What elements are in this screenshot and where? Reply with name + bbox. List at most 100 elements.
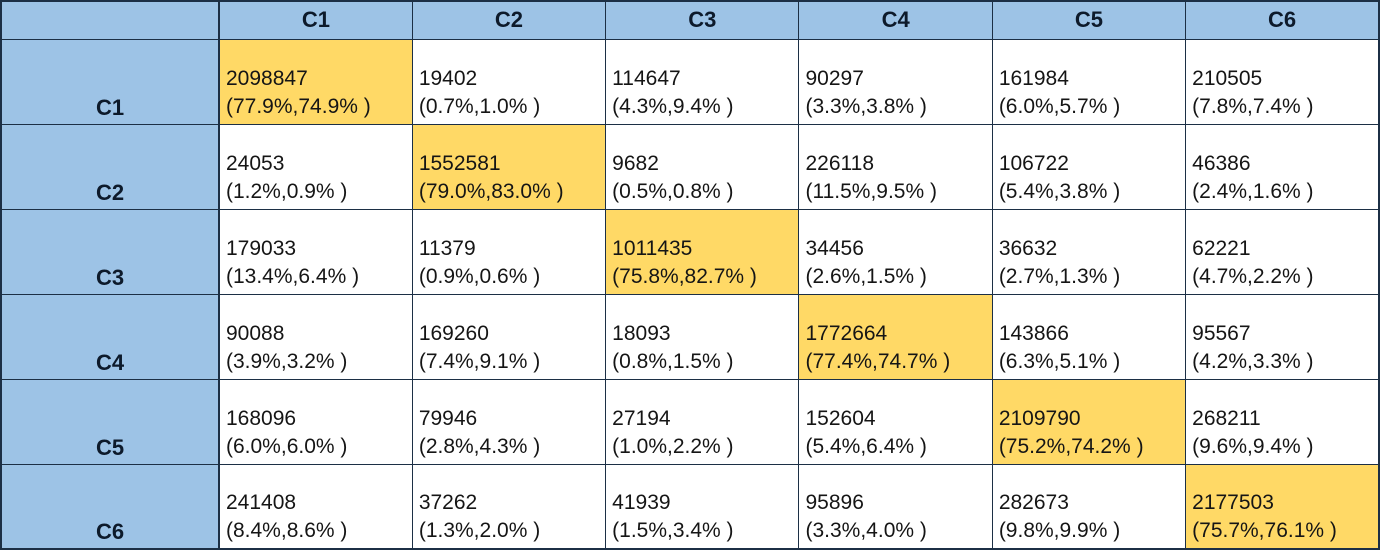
- cell-c4-c2: 169260 (7.4%,9.1% ): [411, 293, 607, 380]
- cell-percentages: (0.5%,0.8% ): [612, 179, 734, 203]
- cell-count: 19402: [418, 66, 478, 90]
- col-header-c5: C5: [991, 0, 1187, 40]
- table-row-c1: C1 2098847 (77.9%,74.9% ) 19402 (0.7%,1.…: [0, 38, 1380, 125]
- cell-percentages: (77.9%,74.9% ): [226, 94, 371, 118]
- cell-percentages: (2.4%,1.6% ): [1192, 179, 1314, 203]
- cell-count: 152604: [805, 406, 876, 430]
- cell-count: 95896: [805, 491, 864, 514]
- cell-percentages: (5.4%,6.4% ): [805, 434, 927, 458]
- cell-c1-c5: 161984 (6.0%,5.7% ): [991, 38, 1187, 125]
- cell-c3-c6: 62221 (4.7%,2.2% ): [1185, 208, 1380, 295]
- cell-percentages: (9.8%,9.9% ): [998, 519, 1121, 542]
- cell-percentages: (4.7%,2.2% ): [1192, 264, 1314, 288]
- cell-percentages: (0.7%,1.0% ): [418, 94, 541, 118]
- cell-count: 169260: [418, 321, 489, 345]
- cell-c5-c3: 27194 (1.0%,2.2% ): [605, 378, 800, 465]
- cell-percentages: (1.0%,2.2% ): [612, 434, 734, 458]
- cell-count: 2109790: [998, 406, 1081, 430]
- cell-percentages: (7.8%,7.4% ): [1192, 94, 1314, 118]
- table-row-c5: C5 168096 (6.0%,6.0% ) 79946 (2.8%,4.3% …: [0, 378, 1380, 465]
- cell-percentages: (0.8%,1.5% ): [612, 349, 734, 373]
- cell-count: 1552581: [418, 151, 501, 175]
- cell-c4-c4: 1772664 (77.4%,74.7% ): [798, 293, 993, 380]
- cell-c2-c5: 106722 (5.4%,3.8% ): [991, 123, 1187, 210]
- row-header-c4: C4: [0, 293, 220, 380]
- cell-c2-c6: 46386 (2.4%,1.6% ): [1185, 123, 1380, 210]
- table-row-c3: C3 179033 (13.4%,6.4% ) 11379 (0.9%,0.6%…: [0, 208, 1380, 295]
- col-header-c3: C3: [605, 0, 800, 40]
- cell-count: 241408: [226, 491, 297, 514]
- header-row: C1 C2 C3 C4 C5 C6: [0, 0, 1380, 40]
- row-header-c2: C2: [0, 123, 220, 210]
- cell-count: 2177503: [1192, 491, 1274, 514]
- cell-percentages: (79.0%,83.0% ): [418, 179, 564, 203]
- cell-count: 106722: [998, 151, 1069, 175]
- cell-count: 41939: [612, 491, 671, 514]
- cell-percentages: (6.0%,5.7% ): [998, 94, 1121, 118]
- cell-count: 268211: [1192, 406, 1261, 430]
- cell-percentages: (5.4%,3.8% ): [998, 179, 1121, 203]
- row-header-c3: C3: [0, 208, 220, 295]
- cell-c1-c2: 19402 (0.7%,1.0% ): [411, 38, 607, 125]
- cell-c5-c4: 152604 (5.4%,6.4% ): [798, 378, 993, 465]
- cell-count: 210505: [1192, 66, 1263, 90]
- row-header-c6: C6: [0, 463, 220, 550]
- cell-percentages: (6.3%,5.1% ): [998, 349, 1121, 373]
- cell-percentages: (75.7%,76.1% ): [1192, 519, 1337, 542]
- cell-count: 34456: [805, 236, 864, 260]
- cell-count: 62221: [1192, 236, 1251, 260]
- cell-c2-c4: 226118 (11.5%,9.5% ): [798, 123, 993, 210]
- cell-c2-c1: 24053 (1.2%,0.9% ): [218, 123, 413, 210]
- cell-c1-c3: 114647 (4.3%,9.4% ): [605, 38, 800, 125]
- cell-c4-c5: 143866 (6.3%,5.1% ): [991, 293, 1187, 380]
- cell-count: 95567: [1192, 321, 1251, 345]
- table-row-c6: C6 241408 (8.4%,8.6% ) 37262 (1.3%,2.0% …: [0, 463, 1380, 550]
- cell-c3-c3: 1011435 (75.8%,82.7% ): [605, 208, 800, 295]
- col-header-c2: C2: [411, 0, 607, 40]
- cell-c6-c6: 2177503 (75.7%,76.1% ): [1185, 463, 1380, 550]
- cell-c5-c2: 79946 (2.8%,4.3% ): [411, 378, 607, 465]
- cell-c6-c2: 37262 (1.3%,2.0% ): [411, 463, 607, 550]
- row-header-c1: C1: [0, 38, 220, 125]
- cell-count: 18093: [612, 321, 671, 345]
- cell-c5-c6: 268211 (9.6%,9.4% ): [1185, 378, 1380, 465]
- cell-c2-c2: 1552581 (79.0%,83.0% ): [411, 123, 607, 210]
- cell-count: 36632: [998, 236, 1058, 260]
- cell-c1-c4: 90297 (3.3%,3.8% ): [798, 38, 993, 125]
- cell-percentages: (3.9%,3.2% ): [226, 349, 348, 373]
- cell-percentages: (3.3%,3.8% ): [805, 94, 927, 118]
- cell-c1-c6: 210505 (7.8%,7.4% ): [1185, 38, 1380, 125]
- cell-c3-c5: 36632 (2.7%,1.3% ): [991, 208, 1187, 295]
- cell-count: 90088: [226, 321, 285, 345]
- cell-count: 46386: [1192, 151, 1251, 175]
- cell-count: 179033: [226, 236, 297, 260]
- cell-percentages: (13.4%,6.4% ): [226, 264, 360, 288]
- cell-percentages: (4.3%,9.4% ): [612, 94, 734, 118]
- cell-c3-c4: 34456 (2.6%,1.5% ): [798, 208, 993, 295]
- cell-percentages: (9.6%,9.4% ): [1192, 434, 1314, 458]
- col-header-c4: C4: [798, 0, 993, 40]
- cell-c4-c6: 95567 (4.2%,3.3% ): [1185, 293, 1380, 380]
- cell-count: 2098847: [226, 66, 308, 90]
- cell-c4-c3: 18093 (0.8%,1.5% ): [605, 293, 800, 380]
- cell-percentages: (1.3%,2.0% ): [418, 519, 541, 542]
- cell-count: 1011435: [612, 236, 693, 260]
- cell-percentages: (4.2%,3.3% ): [1192, 349, 1314, 373]
- cell-percentages: (77.4%,74.7% ): [805, 349, 951, 373]
- cell-count: 226118: [805, 151, 875, 175]
- cell-c4-c1: 90088 (3.9%,3.2% ): [218, 293, 413, 380]
- cell-percentages: (0.9%,0.6% ): [418, 264, 541, 288]
- cell-percentages: (2.8%,4.3% ): [418, 434, 541, 458]
- cell-count: 168096: [226, 406, 297, 430]
- cell-percentages: (3.3%,4.0% ): [805, 519, 927, 542]
- table-row-c4: C4 90088 (3.9%,3.2% ) 169260 (7.4%,9.1% …: [0, 293, 1380, 380]
- cell-c2-c3: 9682 (0.5%,0.8% ): [605, 123, 800, 210]
- cell-c3-c1: 179033 (13.4%,6.4% ): [218, 208, 413, 295]
- cell-count: 161984: [998, 66, 1069, 90]
- cell-count: 79946: [418, 406, 478, 430]
- cell-count: 27194: [612, 406, 671, 430]
- cell-c6-c3: 41939 (1.5%,3.4% ): [605, 463, 800, 550]
- cell-percentages: (2.7%,1.3% ): [998, 264, 1121, 288]
